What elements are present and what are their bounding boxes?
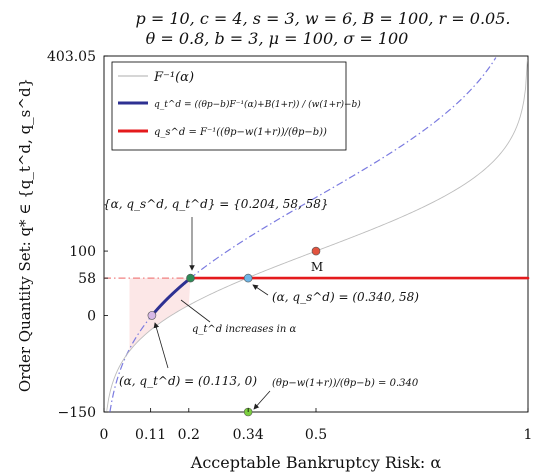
x-tick-label-4: 0.34 xyxy=(233,427,264,443)
data-point-3 xyxy=(147,311,157,320)
annotation-critical-ratio: (θp−w(1+r))/(θp−b) = 0.340 xyxy=(272,378,419,389)
y-tick-label-4: 0 xyxy=(87,308,96,324)
y-axis-label: Order Quantity Set: q* ∈ {q_t^d, q_s^d} xyxy=(16,78,34,392)
arrow-qt-zero xyxy=(153,322,169,369)
annotation-qt-increasing: q_t^d increases in α xyxy=(192,324,296,335)
legend-label-qs: q_s^d = F⁻¹((θp−w(1+r))/(θp−b)) xyxy=(154,127,327,138)
chart-title: p = 10, c = 4, s = 3, w = 6, B = 100, r … xyxy=(136,9,511,28)
x-tick-label-2: 0.11 xyxy=(135,427,166,443)
x-tick-label-5: 0.5 xyxy=(305,427,327,443)
chart-subtitle: θ = 0.8, b = 3, μ = 100, σ = 100 xyxy=(146,29,409,48)
annotation-qs-point: (α, q_s^d) = (0.340, 58) xyxy=(272,290,419,304)
shaded-region xyxy=(129,278,191,352)
data-point-4 xyxy=(311,246,321,256)
arrow-qt-increasing xyxy=(180,299,211,323)
legend-label-inverse-cdf: F⁻¹(α) xyxy=(153,70,194,85)
y-tick-label-3: 58 xyxy=(78,271,96,287)
x-axis: 0 0.11 0.2 0.34 0.5 1 xyxy=(100,408,533,443)
y-tick-label-5: −150 xyxy=(58,405,96,421)
annotation-m: M xyxy=(311,260,323,274)
x-axis-label: Acceptable Bankruptcy Risk: α xyxy=(190,453,442,472)
annotations: {α, q_s^d, q_t^d} = {0.204, 58, 58} (α, … xyxy=(103,197,419,410)
y-tick-label-2: 100 xyxy=(69,244,96,260)
chart-marks xyxy=(104,57,530,417)
y-axis: 403.05 100 58 0 −150 xyxy=(47,49,108,421)
x-tick-label-6: 1 xyxy=(524,427,533,443)
x-tick-label-1: 0 xyxy=(100,427,109,443)
series-line-2 xyxy=(150,276,192,318)
legend: F⁻¹(α) q_t^d = ((θp−b)F⁻¹(α)+B(1+r)) / (… xyxy=(111,61,361,151)
legend-label-qt: q_t^d = ((θp−b)F⁻¹(α)+B(1+r)) / (w(1+r)−… xyxy=(154,99,361,110)
y-tick-label-1: 403.05 xyxy=(47,49,96,65)
data-point-2 xyxy=(243,273,253,283)
annotation-tangent-point: {α, q_s^d, q_t^d} = {0.204, 58, 58} xyxy=(103,197,329,211)
data-point-1 xyxy=(186,273,195,283)
arrow-qs-point xyxy=(252,284,269,296)
annotation-qt-zero: (α, q_t^d) = (0.113, 0) xyxy=(119,374,257,388)
arrow-critical-ratio xyxy=(253,390,271,410)
legend-box xyxy=(111,61,347,151)
x-tick-label-3: 0.2 xyxy=(178,427,200,443)
dashdot-line-1 xyxy=(109,57,497,412)
